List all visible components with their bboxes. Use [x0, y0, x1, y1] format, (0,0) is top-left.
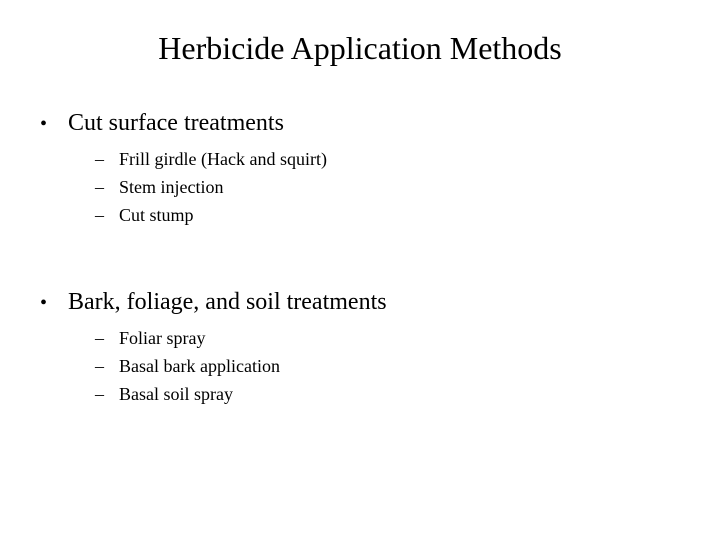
bullet-level2: – Foliar spray: [95, 324, 680, 352]
dash-marker: –: [95, 324, 119, 352]
bullet-text: Cut surface treatments: [68, 110, 284, 137]
bullet-level2: – Basal bark application: [95, 352, 680, 380]
bullet-level2: – Basal soil spray: [95, 380, 680, 408]
sub-bullet-group: – Frill girdle (Hack and squirt) – Stem …: [95, 145, 680, 229]
sub-bullet-group: – Foliar spray – Basal bark application …: [95, 324, 680, 408]
bullet-marker: •: [40, 112, 68, 136]
dash-marker: –: [95, 201, 119, 229]
spacer: [40, 259, 680, 279]
bullet-level2: – Frill girdle (Hack and squirt): [95, 145, 680, 173]
bullet-text: Bark, foliage, and soil treatments: [68, 289, 387, 316]
sub-bullet-text: Frill girdle (Hack and squirt): [119, 145, 327, 173]
sub-bullet-text: Foliar spray: [119, 324, 205, 352]
bullet-level2: – Stem injection: [95, 173, 680, 201]
sub-bullet-text: Cut stump: [119, 201, 194, 229]
bullet-level2: – Cut stump: [95, 201, 680, 229]
slide-body: • Cut surface treatments – Frill girdle …: [40, 100, 680, 438]
bullet-level1: • Bark, foliage, and soil treatments: [40, 289, 680, 316]
dash-marker: –: [95, 173, 119, 201]
dash-marker: –: [95, 380, 119, 408]
sub-bullet-text: Basal soil spray: [119, 380, 233, 408]
slide: Herbicide Application Methods • Cut surf…: [0, 0, 720, 540]
bullet-marker: •: [40, 291, 68, 315]
bullet-level1: • Cut surface treatments: [40, 110, 680, 137]
sub-bullet-text: Stem injection: [119, 173, 223, 201]
slide-title: Herbicide Application Methods: [0, 30, 720, 67]
sub-bullet-text: Basal bark application: [119, 352, 280, 380]
dash-marker: –: [95, 145, 119, 173]
dash-marker: –: [95, 352, 119, 380]
